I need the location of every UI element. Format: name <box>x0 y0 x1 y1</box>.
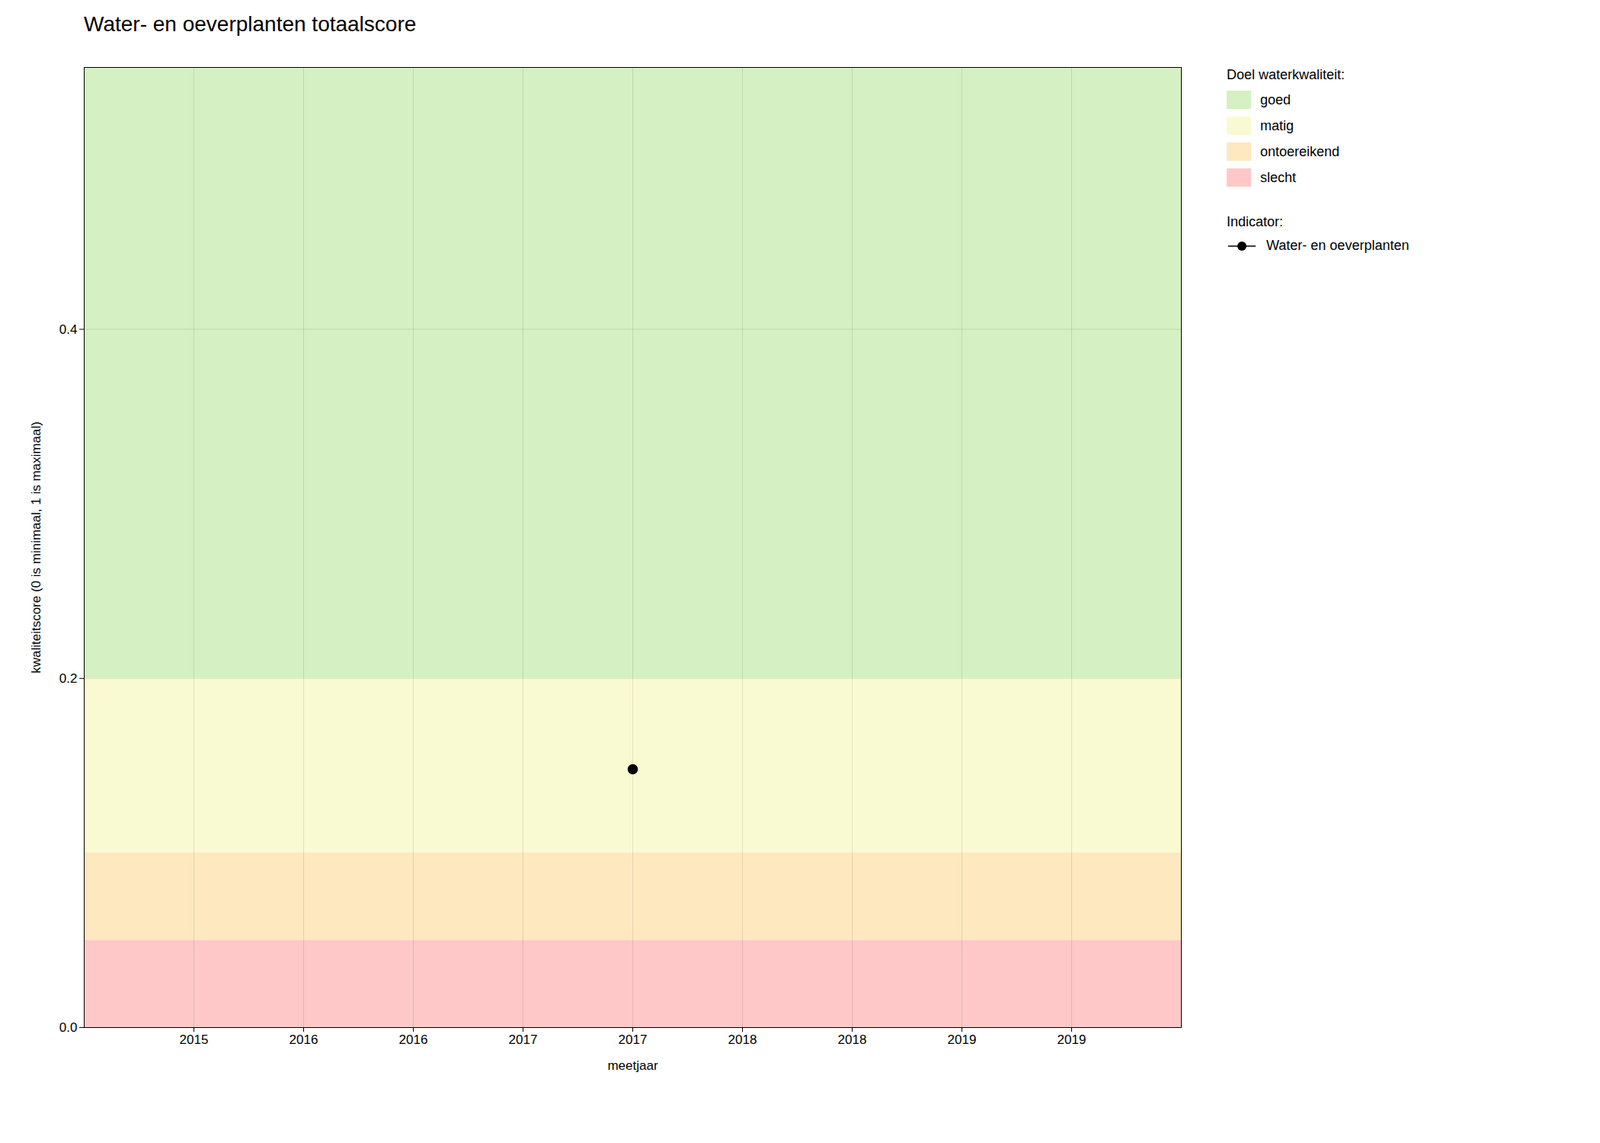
svg-text:kwaliteitscore (0 is minimaal,: kwaliteitscore (0 is minimaal, 1 is maxi… <box>28 421 44 674</box>
svg-text:2016: 2016 <box>399 1032 429 1047</box>
svg-text:2015: 2015 <box>179 1032 209 1047</box>
html-text:Indicator:: Indicator: <box>1226 214 1284 230</box>
svg-text:0.2: 0.2 <box>59 671 78 686</box>
html-text:slecht: slecht <box>1260 169 1296 185</box>
svg-text:2016: 2016 <box>289 1032 319 1047</box>
svg-text:2019: 2019 <box>1057 1032 1087 1047</box>
html-text:Water- en oeverplanten totaals: Water- en oeverplanten totaalscore <box>83 12 417 36</box>
svg-text:2019: 2019 <box>947 1032 977 1047</box>
html-text:Water- en oeverplanten: Water- en oeverplanten <box>1266 237 1410 253</box>
svg-text:2018: 2018 <box>728 1032 758 1047</box>
svg-text:meetjaar: meetjaar <box>607 1058 658 1073</box>
svg-text:0.0: 0.0 <box>59 1020 78 1035</box>
html-text:ontoereikend: ontoereikend <box>1260 143 1340 159</box>
svg-text:2017: 2017 <box>618 1032 648 1047</box>
html-text:matig: matig <box>1260 117 1294 133</box>
svg-text:2018: 2018 <box>838 1032 868 1047</box>
html-text:Doel waterkwaliteit:: Doel waterkwaliteit: <box>1226 67 1345 83</box>
html-text:goed: goed <box>1260 91 1291 108</box>
svg-text:0.4: 0.4 <box>59 322 78 337</box>
svg-text:2017: 2017 <box>508 1032 538 1047</box>
